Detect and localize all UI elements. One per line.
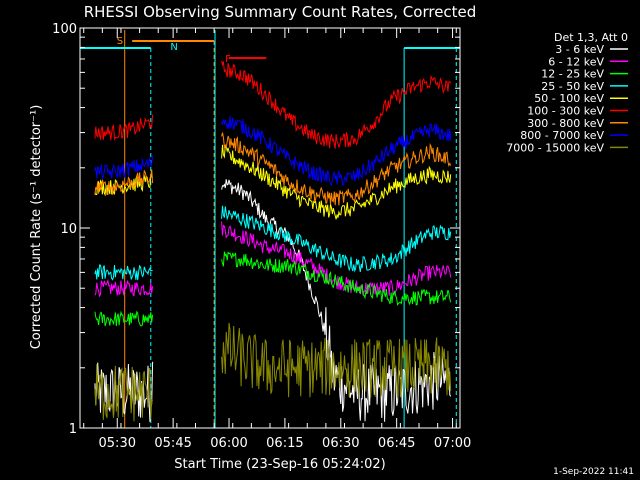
series-line-9 — [94, 322, 452, 422]
x-tick-label: 07:00 — [434, 436, 471, 451]
observing-bars: S N F — [80, 30, 460, 428]
x-tick-label: 06:00 — [210, 436, 247, 451]
legend-label: 800 - 7000 keV — [520, 129, 604, 142]
series-line-6 — [94, 60, 452, 149]
night-label: N — [170, 42, 177, 53]
series-line-3 — [94, 251, 452, 327]
x-tick-label: 06:45 — [378, 436, 415, 451]
x-tick-label: 05:45 — [154, 436, 191, 451]
legend-label: 100 - 300 keV — [527, 105, 604, 118]
chart-title: RHESSI Observing Summary Count Rates, Co… — [84, 3, 477, 21]
series-line-4 — [94, 205, 452, 281]
footer-timestamp: 1-Sep-2022 11:41 — [553, 467, 634, 477]
legend-label: 12 - 25 keV — [541, 68, 604, 81]
y-tick-label: 1 — [69, 422, 77, 437]
saa-label: S — [117, 36, 123, 47]
legend-label: 6 - 12 keV — [548, 55, 604, 68]
x-tick-label: 06:15 — [266, 436, 303, 451]
series-line-7 — [94, 132, 452, 206]
series-layer — [94, 60, 452, 422]
axes: 1 10 100 05:30 05:45 06:00 06:15 06:30 06:45 07:0… — [52, 22, 471, 451]
legend-label: 25 - 50 keV — [541, 80, 604, 93]
legend-label: 7000 - 15000 keV — [506, 141, 604, 154]
x-axis-label: Start Time (23-Sep-16 05:24:02) — [174, 457, 385, 472]
legend-label: 300 - 800 keV — [527, 117, 604, 130]
flare-label: F — [225, 54, 231, 65]
x-tick-label: 05:30 — [99, 436, 136, 451]
legend-label: 3 - 6 keV — [555, 43, 604, 56]
legend-label: 50 - 100 keV — [534, 92, 604, 105]
series-line-8 — [94, 115, 452, 186]
y-tick-label: 10 — [60, 222, 77, 237]
legend-header: Det 1,3, Att 0 — [554, 31, 628, 44]
y-axis-label: Corrected Count Rate (s⁻¹ detector⁻¹) — [29, 105, 44, 350]
y-tick-label: 100 — [52, 22, 77, 37]
x-tick-label: 06:30 — [322, 436, 359, 451]
